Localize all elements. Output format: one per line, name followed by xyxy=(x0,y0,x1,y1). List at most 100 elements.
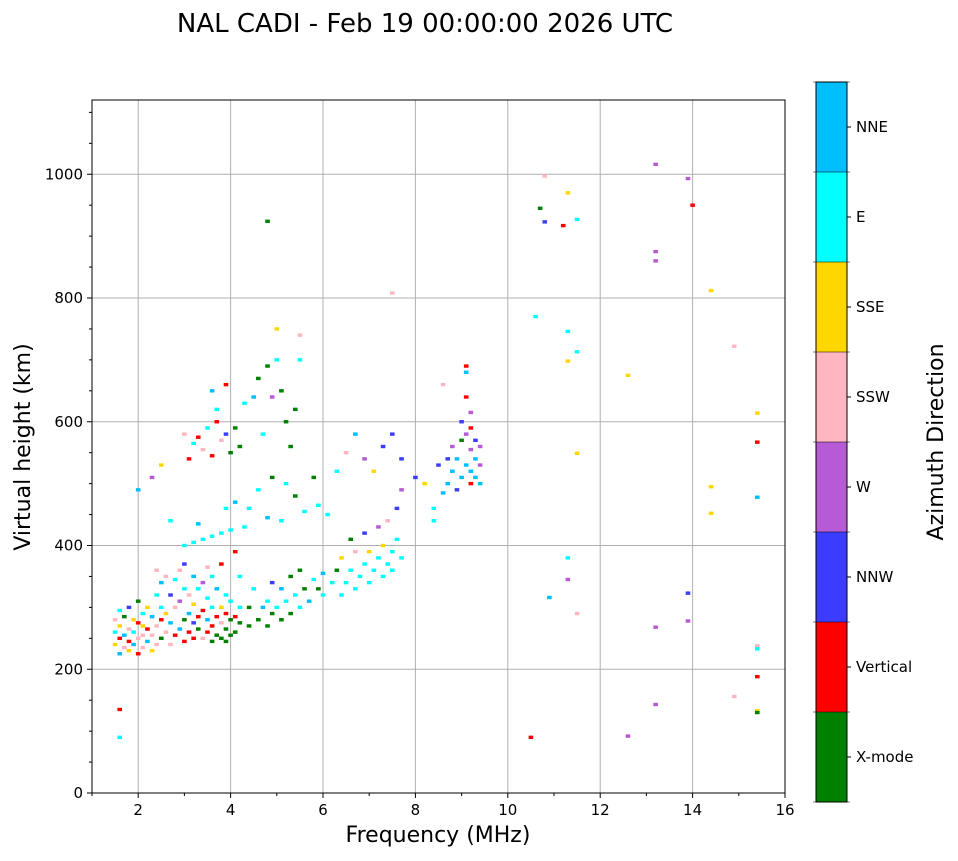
data-point-nnw xyxy=(473,438,478,443)
chart-title: NAL CADI - Feb 19 00:00:00 2026 UTC xyxy=(177,9,673,39)
data-point-ssw xyxy=(140,633,146,637)
y-tick-label: 0 xyxy=(73,784,83,802)
data-point-sse xyxy=(565,191,571,195)
data-point-e xyxy=(200,537,206,542)
data-point-e xyxy=(362,562,367,566)
data-point-e xyxy=(223,593,229,597)
data-point-nnw xyxy=(380,444,386,449)
data-point-nnw xyxy=(191,621,196,625)
data-point-nne xyxy=(135,488,141,492)
data-point-e xyxy=(274,358,280,362)
data-point-sse xyxy=(131,618,136,622)
data-point-vertical xyxy=(135,621,141,625)
data-point-e xyxy=(339,593,344,597)
data-point-ssw xyxy=(574,611,580,616)
data-point-vertical xyxy=(223,611,229,616)
data-point-sse xyxy=(625,373,631,378)
data-point-x-mode xyxy=(311,475,317,480)
data-point-e xyxy=(209,605,215,610)
plot-frame xyxy=(91,99,786,794)
x-tick-label: 12 xyxy=(591,801,610,819)
data-point-sse xyxy=(274,327,280,331)
data-point-e xyxy=(205,596,210,600)
data-point-ssw xyxy=(343,450,349,455)
data-point-vertical xyxy=(117,707,123,712)
data-point-nne xyxy=(214,587,220,591)
data-point-x-mode xyxy=(288,444,293,449)
data-point-e xyxy=(265,599,270,603)
data-point-x-mode xyxy=(122,614,127,619)
data-point-vertical xyxy=(172,633,178,637)
data-point-e xyxy=(533,314,538,319)
data-point-nnw xyxy=(685,591,691,595)
data-point-x-mode xyxy=(195,627,201,631)
data-point-x-mode xyxy=(256,376,261,381)
data-point-sse xyxy=(149,648,155,653)
data-point-x-mode xyxy=(246,605,252,610)
data-point-nne xyxy=(320,571,326,576)
data-point-x-mode xyxy=(348,537,354,542)
data-point-vertical xyxy=(560,223,566,228)
data-point-vertical xyxy=(754,440,760,444)
data-point-nne xyxy=(232,500,238,504)
data-point-ssw xyxy=(163,630,169,634)
data-point-ssw xyxy=(126,627,132,631)
data-point-vertical xyxy=(186,457,192,461)
data-point-ssw xyxy=(731,344,737,348)
data-point-x-mode xyxy=(279,389,284,393)
data-point-nne xyxy=(440,491,446,495)
data-point-e xyxy=(343,580,349,585)
data-point-x-mode xyxy=(283,420,289,424)
data-point-ssw xyxy=(542,174,548,178)
data-point-x-mode xyxy=(232,426,238,430)
data-point-x-mode xyxy=(265,219,270,223)
y-tick-label: 200 xyxy=(54,660,83,678)
data-point-x-mode xyxy=(269,611,275,616)
data-point-w xyxy=(625,734,631,738)
y-tick-label: 800 xyxy=(54,289,83,307)
data-point-x-mode xyxy=(292,494,298,498)
colorbar-tick-label: SSE xyxy=(856,298,885,316)
data-point-nnw xyxy=(126,605,132,610)
data-point-e xyxy=(348,568,354,572)
data-point-e xyxy=(371,568,377,572)
data-point-nne xyxy=(205,618,210,622)
data-point-nne xyxy=(463,463,469,467)
data-point-vertical xyxy=(135,652,141,656)
data-point-e xyxy=(219,531,224,535)
colorbar-tick-label: SSW xyxy=(856,388,890,406)
data-point-sse xyxy=(371,469,377,473)
data-point-ssw xyxy=(440,382,446,387)
data-point-w xyxy=(200,580,206,585)
data-point-e xyxy=(260,432,266,436)
data-point-vertical xyxy=(205,630,210,634)
data-point-e xyxy=(117,608,123,613)
data-point-nne xyxy=(547,595,552,600)
data-point-w xyxy=(653,625,658,629)
data-point-x-mode xyxy=(246,624,252,628)
data-point-sse xyxy=(117,624,123,628)
data-point-sse xyxy=(219,605,224,610)
data-point-w xyxy=(565,577,571,582)
data-point-e xyxy=(159,605,164,610)
data-point-sse xyxy=(574,451,580,456)
data-point-x-mode xyxy=(256,618,261,622)
data-point-e xyxy=(316,503,321,507)
data-point-nne xyxy=(445,481,451,486)
x-tick-label: 16 xyxy=(775,801,794,819)
data-point-w xyxy=(685,176,691,181)
data-point-vertical xyxy=(463,395,469,399)
data-point-w xyxy=(399,488,404,492)
data-point-e xyxy=(329,580,335,585)
data-point-x-mode xyxy=(288,611,293,616)
data-point-nne xyxy=(131,642,136,647)
data-point-nne xyxy=(209,389,215,393)
data-point-e xyxy=(112,630,118,634)
data-point-x-mode xyxy=(228,633,233,637)
data-point-e xyxy=(399,556,404,560)
data-point-vertical xyxy=(232,549,238,554)
data-point-ssw xyxy=(163,574,169,579)
data-point-x-mode xyxy=(237,444,243,449)
data-point-e xyxy=(191,441,196,446)
data-point-e xyxy=(353,587,358,591)
